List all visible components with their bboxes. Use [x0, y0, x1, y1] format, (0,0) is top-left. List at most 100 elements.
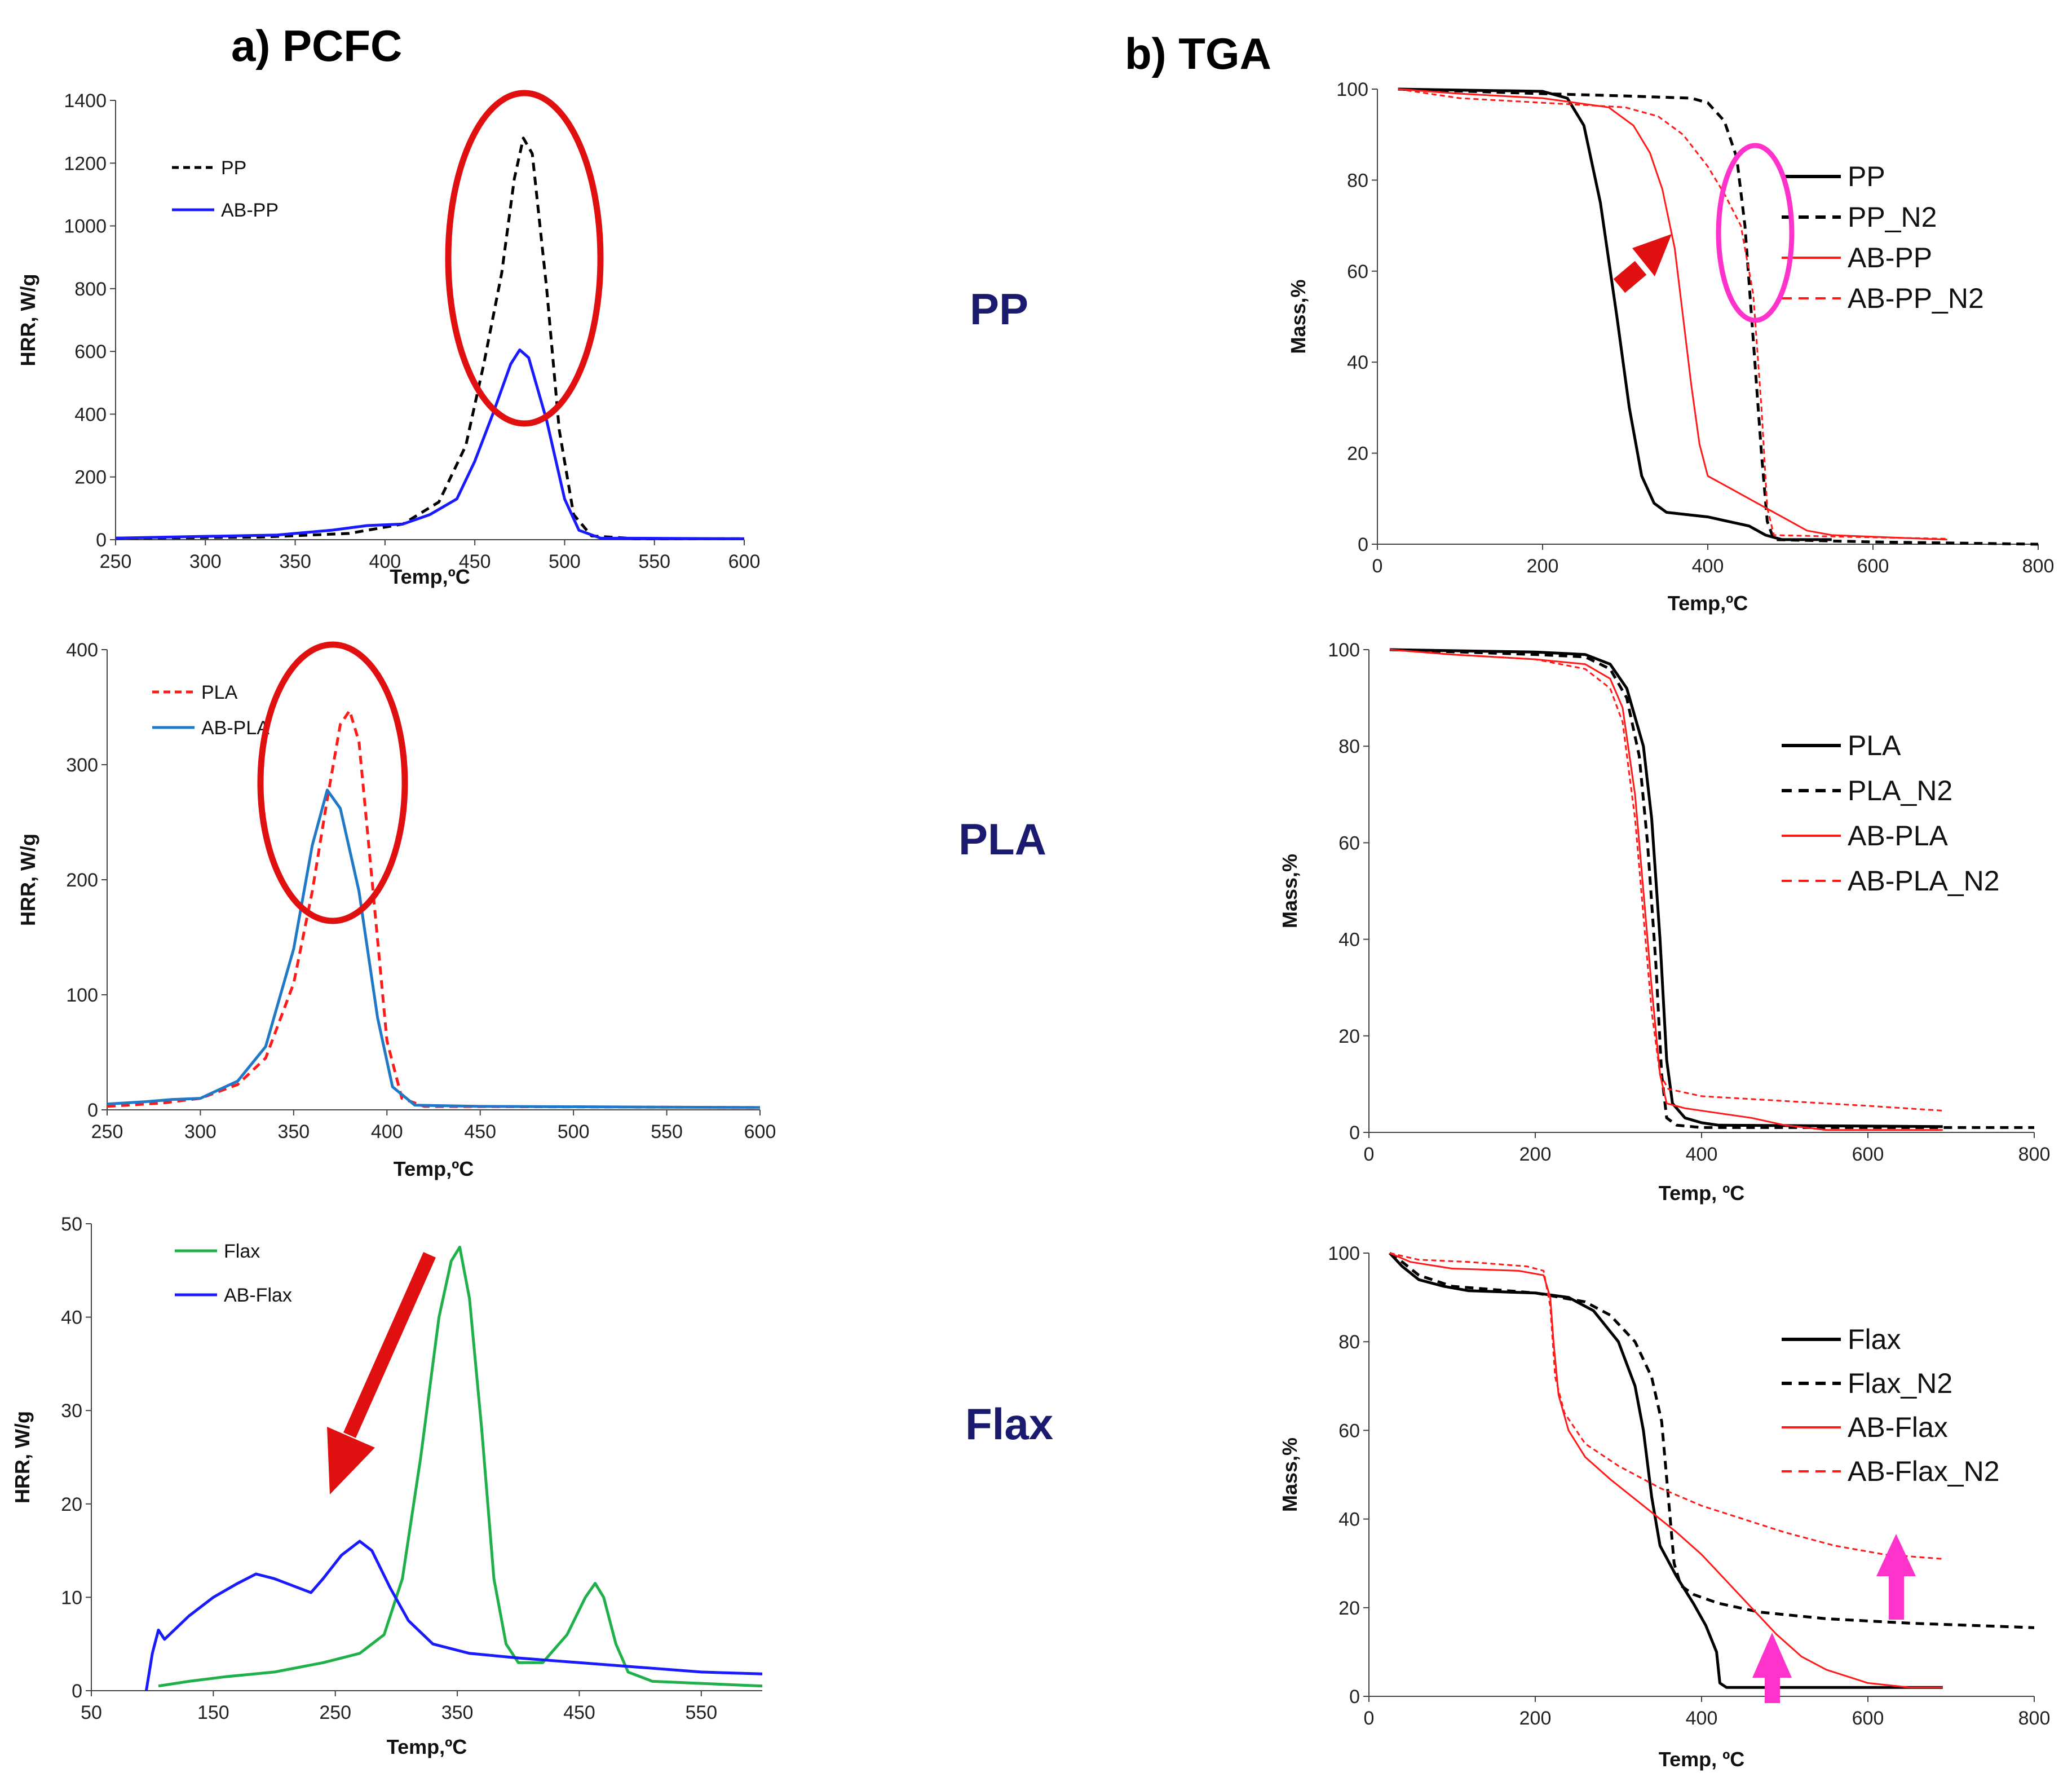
- y-tick-label: 0: [87, 1100, 98, 1121]
- x-tick-label: 250: [100, 551, 132, 572]
- x-tick-label: 800: [2018, 1144, 2051, 1165]
- series-line-pp: [1398, 87, 1832, 541]
- chart-pcfc-flax: 0 10 20 30 40 50 50 150 250 350 450 550 HRR, W/g Temp…: [11, 1214, 763, 1758]
- x-tick-label: 0: [1364, 1144, 1375, 1165]
- y-tick-label: 1000: [64, 216, 107, 237]
- series-line-pp-n2: [1398, 87, 2039, 546]
- x-tick-label: 350: [279, 551, 311, 572]
- chart-pcfc-pp: 0 200 400 600 800 1000 1200 1400 250 300 350 400 450…: [16, 90, 760, 588]
- x-tick-label: 450: [459, 551, 491, 572]
- series-line-ab-flax: [144, 1540, 763, 1691]
- heading-pcfc: a) PCFC: [231, 21, 402, 70]
- x-axis-label: Temp,ºC: [390, 565, 470, 588]
- annotation-arrow-flax-shaft: [343, 1252, 436, 1438]
- legend-label: Flax: [224, 1241, 260, 1262]
- y-tick-label: 0: [1358, 534, 1368, 555]
- legend-label: AB-Flax: [224, 1285, 292, 1306]
- y-tick-label: 10: [61, 1587, 82, 1608]
- x-tick-label: 400: [1686, 1144, 1718, 1165]
- chart-tga-pp: 0 20 40 60 80 100 0 200 400 600 800 Mass,% Temp,ºC PP…: [1287, 79, 2054, 615]
- legend-label: AB-Flax: [1848, 1412, 1948, 1443]
- x-tick-label: 300: [184, 1121, 217, 1143]
- y-tick-label: 800: [74, 279, 107, 300]
- x-tick-label: 550: [685, 1702, 717, 1723]
- y-tick-label: 1400: [64, 90, 107, 112]
- legend-label: AB-PLA_N2: [1848, 865, 2000, 897]
- x-tick-label: 600: [728, 551, 761, 572]
- chart-pcfc-pla: 0 100 200 300 400 250 300 350 400 450 500 550 600 HRR…: [16, 640, 776, 1180]
- y-axis-label: HRR, W/g: [11, 1411, 34, 1503]
- y-axis-label: HRR, W/g: [16, 834, 39, 926]
- y-axis-label: Mass,%: [1278, 854, 1301, 928]
- legend-label: AB-Flax_N2: [1848, 1456, 2000, 1487]
- x-axis-label: Temp,ºC: [394, 1157, 474, 1180]
- x-tick-label: 800: [2018, 1708, 2051, 1729]
- annotations: [257, 90, 1916, 1703]
- x-tick-label: 250: [319, 1702, 351, 1723]
- x-tick-label: 450: [563, 1702, 595, 1723]
- y-tick-label: 40: [1338, 929, 1360, 951]
- x-tick-label: 250: [91, 1121, 123, 1143]
- series-line-ab-pla: [107, 788, 761, 1109]
- y-tick-label: 400: [74, 404, 107, 425]
- y-tick-label: 80: [1338, 1331, 1360, 1353]
- legend-label: AB-PP: [1848, 242, 1932, 274]
- x-tick-label: 150: [197, 1702, 229, 1723]
- legend-label: Flax: [1848, 1324, 1901, 1355]
- y-tick-label: 60: [1338, 832, 1360, 854]
- chart-tga-flax: 0 20 40 60 80 100 0 200 400 600 800 Mass,% Temp, ºC F…: [1278, 1243, 2050, 1771]
- x-axis-label: Temp, ºC: [1659, 1181, 1745, 1205]
- y-tick-label: 80: [1347, 170, 1368, 191]
- series-line-ab-pp: [1398, 88, 1947, 541]
- series-line-pla-n2: [1389, 648, 2034, 1129]
- y-tick-label: 20: [1338, 1598, 1360, 1619]
- annotation-circle-tga-pp: [1716, 143, 1795, 323]
- x-tick-label: 550: [651, 1121, 683, 1143]
- series-line-ab-flax-n2: [1389, 1252, 1943, 1560]
- y-axis-label: Mass,%: [1278, 1437, 1301, 1512]
- annotation-arrow-tga-pp-shaft: [1613, 261, 1647, 293]
- y-tick-label: 20: [61, 1494, 82, 1515]
- x-tick-label: 0: [1372, 555, 1383, 577]
- legend-label: PLA: [1848, 730, 1901, 761]
- y-tick-label: 200: [74, 467, 107, 488]
- legend-label: PP: [1848, 161, 1885, 192]
- series-line-pp: [115, 136, 744, 540]
- y-tick-label: 300: [66, 755, 98, 776]
- row-label-flax: Flax: [965, 1399, 1053, 1449]
- legend-label: AB-PP: [221, 200, 279, 221]
- annotation-arrow-tga-flax-2-head: [1876, 1534, 1916, 1576]
- y-tick-label: 0: [1349, 1122, 1360, 1144]
- x-tick-label: 600: [1852, 1144, 1884, 1165]
- series-line-pla: [107, 709, 761, 1109]
- annotation-arrow-tga-flax-2-shaft: [1889, 1576, 1904, 1620]
- y-tick-label: 100: [1336, 79, 1368, 100]
- y-tick-label: 1200: [64, 153, 107, 174]
- y-tick-label: 20: [1338, 1026, 1360, 1047]
- y-tick-label: 40: [1347, 352, 1368, 373]
- x-tick-label: 200: [1527, 555, 1559, 577]
- series-line-flax-n2: [1389, 1251, 2035, 1629]
- series-line-pla: [1389, 648, 1943, 1128]
- legend-label: PP: [221, 157, 246, 179]
- x-tick-label: 350: [277, 1121, 310, 1143]
- annotation-arrow-tga-flax-1-shaft: [1765, 1678, 1780, 1703]
- x-axis-label: Temp,ºC: [387, 1735, 467, 1758]
- x-tick-label: 600: [1857, 555, 1889, 577]
- chart-tga-pla: 0 20 40 60 80 100 0 200 400 600 800 Mass,% Temp, ºC P…: [1278, 640, 2050, 1205]
- y-tick-label: 100: [1328, 1243, 1360, 1264]
- annotation-arrow-tga-flax-1-head: [1752, 1633, 1792, 1678]
- legend-label: AB-PLA: [1848, 820, 1949, 852]
- x-axis-label: Temp, ºC: [1659, 1748, 1745, 1771]
- x-tick-label: 400: [371, 1121, 403, 1143]
- legend-label: PP_N2: [1848, 201, 1937, 233]
- x-tick-label: 600: [1852, 1708, 1884, 1729]
- y-tick-label: 60: [1338, 1420, 1360, 1441]
- y-axis-label: Mass,%: [1287, 279, 1310, 354]
- x-tick-label: 300: [189, 551, 222, 572]
- y-tick-label: 40: [61, 1307, 82, 1329]
- x-tick-label: 800: [2022, 555, 2055, 577]
- y-tick-label: 400: [66, 640, 98, 661]
- x-tick-label: 400: [1692, 555, 1724, 577]
